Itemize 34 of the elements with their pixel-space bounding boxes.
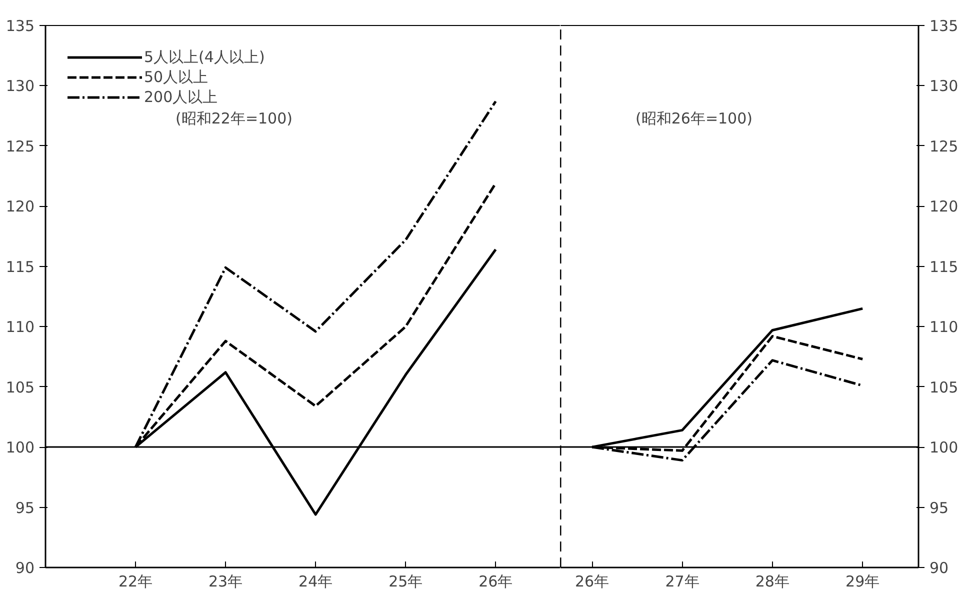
y-tick-label: 120 <box>6 198 35 216</box>
x-tick-label: 26年 <box>575 572 610 590</box>
y-tick-label: 95 <box>15 498 35 517</box>
y-tick-label: 130 <box>6 77 35 96</box>
x-tick-label: 28年 <box>755 572 790 590</box>
x-tick-label: 22年 <box>118 572 153 590</box>
y-tick-label: 110 <box>930 318 958 336</box>
y-tick-label: 115 <box>6 258 35 276</box>
y-tick-label: 105 <box>6 378 35 396</box>
y-tick-label: 105 <box>930 378 958 396</box>
y-tick-label: 120 <box>930 198 958 216</box>
y-tick-label: 90 <box>930 559 949 577</box>
legend-label: 5人以上(4人以上) <box>144 48 265 66</box>
y-tick-label: 135 <box>930 17 958 35</box>
legend-label: 200人以上 <box>144 88 218 106</box>
x-tick-label: 26年 <box>478 572 513 590</box>
y-tick-label: 95 <box>930 498 949 517</box>
y-tick-label: 100 <box>6 438 35 457</box>
y-tick-label: 125 <box>6 137 35 156</box>
x-tick-label: 24年 <box>298 572 333 590</box>
y-tick-label: 110 <box>6 318 35 336</box>
x-tick-label: 27年 <box>665 572 700 590</box>
y-tick-label: 100 <box>930 438 958 457</box>
y-tick-label: 125 <box>930 137 958 156</box>
y-tick-label: 90 <box>15 559 35 577</box>
x-tick-label: 23年 <box>208 572 243 590</box>
x-tick-label: 25年 <box>388 572 423 590</box>
y-tick-label: 130 <box>930 77 958 96</box>
x-tick-label: 29年 <box>846 572 880 590</box>
annotation: (昭和22年=100) <box>176 110 292 128</box>
y-tick-label: 135 <box>6 17 35 35</box>
legend-label: 50人以上 <box>144 68 208 86</box>
y-tick-label: 115 <box>930 258 958 276</box>
annotation: (昭和26年=100) <box>636 110 752 128</box>
